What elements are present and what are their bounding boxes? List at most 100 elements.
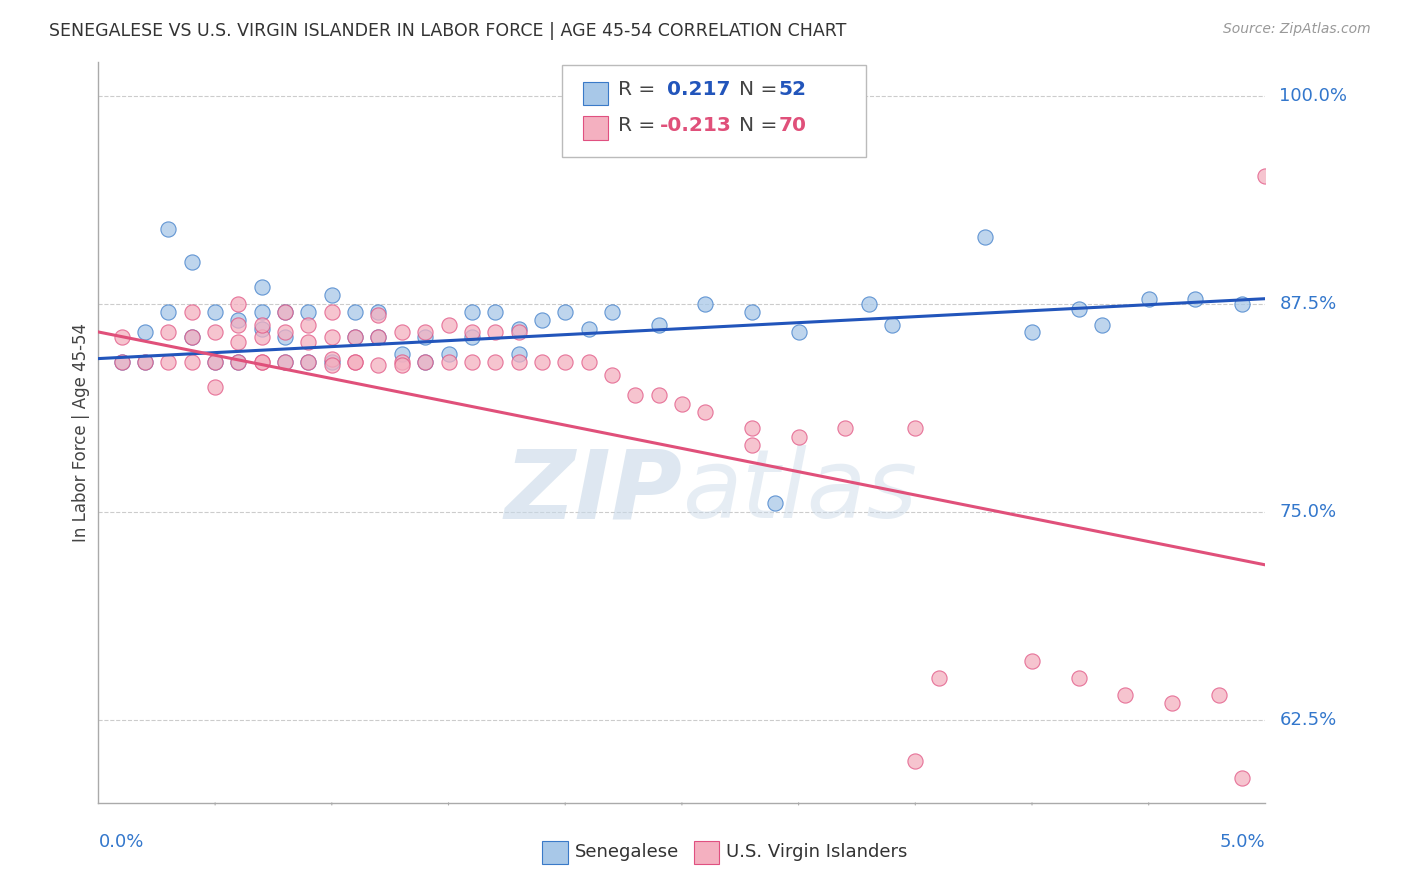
- Point: [530, 355, 553, 369]
- Point: [741, 438, 763, 452]
- Text: R =: R =: [617, 80, 661, 99]
- Point: [484, 325, 506, 339]
- Point: [413, 325, 436, 339]
- Point: [695, 296, 717, 310]
- Point: [554, 355, 576, 369]
- Point: [880, 318, 903, 333]
- Point: [391, 358, 413, 372]
- Point: [250, 355, 273, 369]
- Point: [157, 355, 180, 369]
- Point: [204, 355, 226, 369]
- Point: [250, 318, 273, 333]
- Point: [413, 355, 436, 369]
- Point: [904, 421, 927, 435]
- Point: [1254, 169, 1277, 183]
- Point: [741, 421, 763, 435]
- Text: 87.5%: 87.5%: [1279, 294, 1337, 313]
- Point: [413, 355, 436, 369]
- Point: [367, 309, 389, 323]
- Point: [228, 355, 250, 369]
- Point: [274, 330, 297, 344]
- Point: [344, 330, 367, 344]
- Point: [1091, 318, 1114, 333]
- Point: [413, 330, 436, 344]
- Text: 0.217: 0.217: [659, 80, 730, 99]
- Point: [321, 330, 343, 344]
- FancyBboxPatch shape: [562, 65, 866, 157]
- Point: [321, 355, 343, 369]
- Point: [1067, 301, 1090, 316]
- Point: [157, 305, 180, 319]
- Point: [600, 305, 623, 319]
- Point: [578, 355, 600, 369]
- Point: [134, 355, 156, 369]
- Point: [228, 334, 250, 349]
- Point: [297, 334, 319, 349]
- Point: [1114, 688, 1136, 702]
- Text: 0.0%: 0.0%: [98, 833, 143, 851]
- Point: [787, 325, 810, 339]
- Point: [180, 255, 202, 269]
- Point: [180, 355, 202, 369]
- Point: [321, 351, 343, 366]
- Point: [204, 305, 226, 319]
- Point: [344, 305, 367, 319]
- Point: [367, 305, 389, 319]
- Y-axis label: In Labor Force | Age 45-54: In Labor Force | Age 45-54: [72, 323, 90, 542]
- Point: [508, 346, 530, 360]
- Point: [321, 305, 343, 319]
- Text: ZIP: ZIP: [503, 445, 682, 539]
- Text: Senegalese: Senegalese: [575, 843, 679, 861]
- Point: [250, 355, 273, 369]
- Point: [134, 325, 156, 339]
- Point: [367, 330, 389, 344]
- Point: [834, 421, 856, 435]
- Text: -0.213: -0.213: [659, 116, 731, 135]
- Point: [858, 296, 880, 310]
- Point: [1161, 696, 1184, 710]
- Point: [344, 330, 367, 344]
- Point: [437, 355, 460, 369]
- Point: [484, 305, 506, 319]
- Point: [974, 230, 997, 244]
- Text: 62.5%: 62.5%: [1279, 711, 1337, 729]
- Point: [391, 346, 413, 360]
- Point: [671, 396, 693, 410]
- Point: [508, 325, 530, 339]
- Point: [904, 754, 927, 768]
- Text: 5.0%: 5.0%: [1220, 833, 1265, 851]
- Bar: [693, 841, 720, 863]
- Point: [367, 358, 389, 372]
- Text: N =: N =: [740, 116, 783, 135]
- Point: [695, 405, 717, 419]
- Point: [647, 388, 669, 402]
- Point: [1230, 771, 1253, 785]
- Point: [1021, 325, 1043, 339]
- Point: [647, 318, 669, 333]
- Point: [391, 325, 413, 339]
- Point: [204, 355, 226, 369]
- Point: [1184, 292, 1206, 306]
- Point: [111, 355, 134, 369]
- Text: atlas: atlas: [682, 445, 917, 539]
- Point: [600, 368, 623, 383]
- Point: [1208, 688, 1230, 702]
- Point: [274, 325, 297, 339]
- Text: 70: 70: [779, 116, 807, 135]
- Point: [180, 305, 202, 319]
- Point: [437, 318, 460, 333]
- Point: [508, 321, 530, 335]
- Point: [157, 222, 180, 236]
- Point: [228, 296, 250, 310]
- Point: [1230, 296, 1253, 310]
- Text: 100.0%: 100.0%: [1279, 87, 1347, 104]
- Text: R =: R =: [617, 116, 661, 135]
- Point: [228, 313, 250, 327]
- Point: [204, 325, 226, 339]
- Text: U.S. Virgin Islanders: U.S. Virgin Islanders: [727, 843, 908, 861]
- Point: [508, 355, 530, 369]
- Point: [228, 355, 250, 369]
- Point: [274, 305, 297, 319]
- Point: [1021, 654, 1043, 668]
- Point: [297, 355, 319, 369]
